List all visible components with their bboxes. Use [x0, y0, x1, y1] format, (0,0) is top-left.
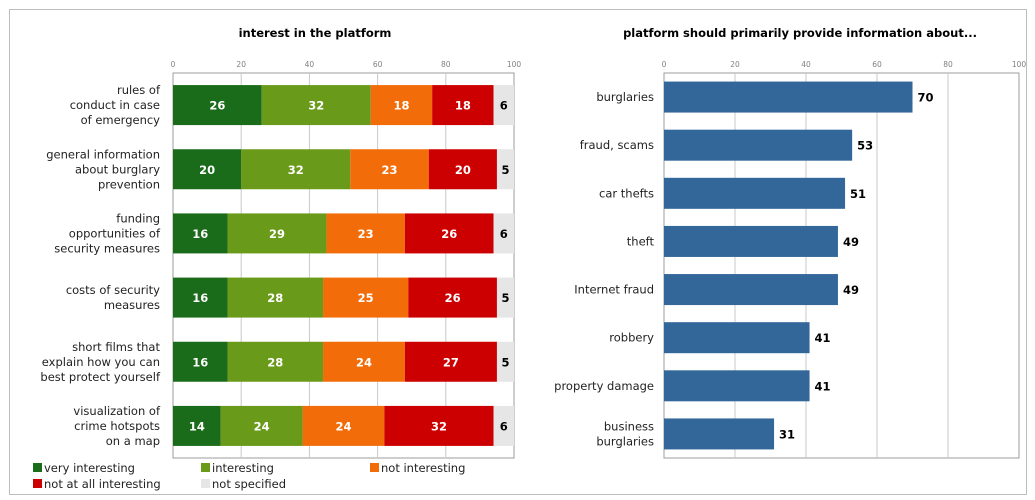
interest-data-label: 16 — [192, 291, 208, 305]
interest-category-label: costs of security — [66, 283, 160, 297]
interest-legend-swatch — [33, 479, 42, 488]
interest-bar-segment — [227, 277, 324, 318]
interest-bar-segment — [173, 405, 221, 446]
interest-category-label: best protect yourself — [40, 370, 161, 384]
interest-data-label: 24 — [356, 355, 372, 369]
interest-legend-swatch — [370, 463, 379, 472]
interest-category-label: measures — [104, 298, 160, 312]
interest-category-label: funding — [116, 211, 160, 225]
interest-category-label: prevention — [98, 177, 160, 191]
interest-data-label: 23 — [358, 227, 374, 241]
interest-bar-segment — [302, 405, 385, 446]
interest-bar-segment — [408, 277, 497, 318]
interest-bar-segment — [496, 149, 514, 190]
interest-data-label: 29 — [269, 227, 285, 241]
interest-legend-swatch — [201, 479, 210, 488]
interest-bar-segment — [173, 85, 262, 126]
interest-bar-segment — [350, 149, 429, 190]
interest-legend-swatch — [201, 463, 210, 472]
interest-category-label: short films that — [72, 340, 160, 354]
interest-category-label: crime hotspots — [74, 419, 160, 433]
interest-data-label: 28 — [267, 291, 283, 305]
interest-data-label: 23 — [382, 163, 398, 177]
interest-category-label: general information — [46, 147, 160, 161]
interest-data-label: 28 — [267, 355, 283, 369]
interest-x-tick-label: 20 — [236, 60, 246, 69]
interest-bar-segment — [370, 85, 433, 126]
interest-category-label: about burglary — [75, 162, 160, 176]
interest-bar-segment — [227, 341, 324, 382]
interest-bar-segment — [261, 85, 371, 126]
interest-data-label: 25 — [358, 291, 374, 305]
interest-category-label: conduct in case — [70, 98, 160, 112]
interest-data-label: 16 — [192, 227, 208, 241]
interest-data-label: 14 — [189, 419, 205, 433]
interest-chart-title: interest in the platform — [239, 26, 392, 40]
interest-data-label: 32 — [288, 163, 304, 177]
interest-plot-area — [172, 72, 515, 459]
interest-data-label: 20 — [199, 163, 215, 177]
interest-data-label: 6 — [500, 227, 508, 241]
interest-category-label: of emergency — [81, 113, 161, 127]
interest-bar-segment — [173, 341, 228, 382]
interest-bar-segment — [220, 405, 303, 446]
interest-data-label: 5 — [501, 291, 509, 305]
interest-bar-segment — [428, 149, 497, 190]
interest-category-label: explain how you can — [42, 355, 160, 369]
interest-category-label: rules of — [117, 83, 161, 97]
interest-data-label: 18 — [393, 99, 409, 113]
interest-legend-label: not at all interesting — [44, 477, 161, 491]
interest-category-label: visualization of — [73, 404, 161, 418]
interest-legend-label: very interesting — [44, 461, 135, 475]
interest-data-label: 6 — [500, 419, 508, 433]
interest-data-label: 6 — [500, 99, 508, 113]
interest-x-tick-label: 80 — [441, 60, 451, 69]
interest-legend-swatch — [33, 463, 42, 472]
interest-data-label: 24 — [335, 419, 351, 433]
interest-data-label: 20 — [455, 163, 471, 177]
interest-bar-segment — [173, 149, 242, 190]
interest-legend-label: interesting — [212, 461, 274, 475]
interest-bar-segment — [432, 85, 494, 126]
interest-bar-segment — [323, 341, 405, 382]
chart-frame — [9, 9, 1027, 495]
interest-category-label: opportunities of — [69, 226, 161, 240]
interest-bar-segment — [173, 213, 228, 254]
interest-data-label: 26 — [441, 227, 457, 241]
interest-data-label: 24 — [254, 419, 270, 433]
interest-data-label: 27 — [443, 355, 459, 369]
interest-data-label: 5 — [501, 163, 509, 177]
interest-x-tick-label: 100 — [507, 60, 522, 69]
interest-bar-segment — [241, 149, 351, 190]
interest-data-label: 26 — [445, 291, 461, 305]
interest-data-label: 16 — [192, 355, 208, 369]
interest-bar-segment — [493, 85, 514, 126]
interest-bar-segment — [496, 341, 514, 382]
interest-data-label: 32 — [431, 419, 447, 433]
interest-data-label: 26 — [209, 99, 225, 113]
interest-bar-segment — [493, 405, 514, 446]
interest-bar-segment — [493, 213, 514, 254]
interest-bar-segment — [227, 213, 327, 254]
interest-data-label: 5 — [501, 355, 509, 369]
interest-x-tick-label: 60 — [373, 60, 383, 69]
interest-bar-segment — [326, 213, 405, 254]
interest-bar-segment — [173, 277, 228, 318]
interest-bar-segment — [323, 277, 409, 318]
interest-x-tick-label: 0 — [171, 60, 176, 69]
interest-data-label: 18 — [455, 99, 471, 113]
interest-legend-label: not interesting — [381, 461, 465, 475]
interest-category-label: on a map — [106, 434, 160, 448]
interest-data-label: 32 — [308, 99, 324, 113]
interest-category-label: security measures — [54, 241, 160, 255]
interest-bar-segment — [496, 277, 514, 318]
interest-x-tick-label: 40 — [305, 60, 315, 69]
interest-bar-segment — [384, 405, 494, 446]
interest-bar-segment — [404, 341, 497, 382]
interest-legend-label: not specified — [212, 477, 286, 491]
interest-bar-segment — [404, 213, 494, 254]
